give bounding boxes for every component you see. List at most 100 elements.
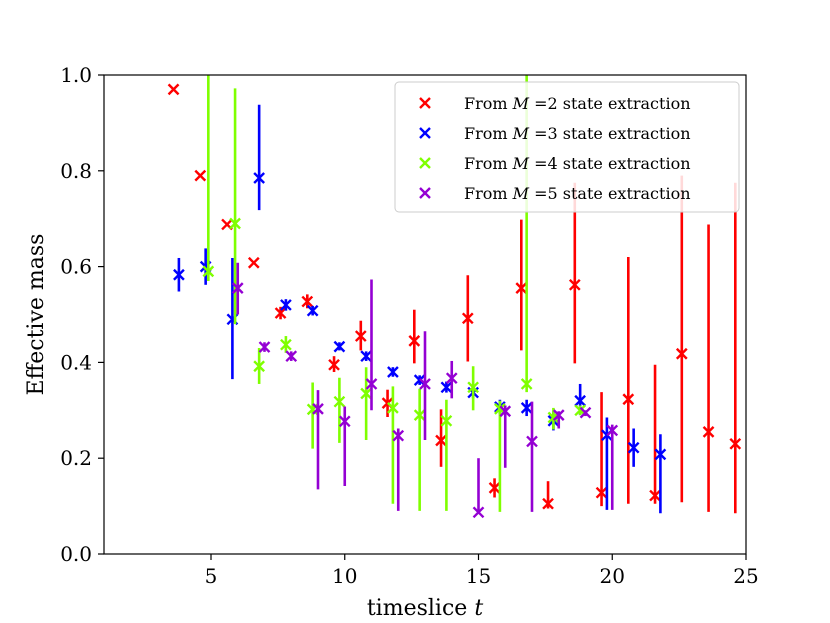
data-point xyxy=(461,312,474,325)
legend-box xyxy=(394,81,740,213)
data-point xyxy=(654,448,667,461)
data-point xyxy=(526,435,538,448)
data-point xyxy=(338,415,351,428)
data-point xyxy=(285,350,298,363)
data-point xyxy=(702,426,715,438)
data-point xyxy=(328,358,340,371)
legend-item: From M =5 state extraction xyxy=(419,184,691,203)
legend-label-suffix: =2 state extraction xyxy=(534,94,690,113)
data-point xyxy=(333,340,346,353)
x-tick-label: 5 xyxy=(205,564,218,588)
data-point xyxy=(312,403,324,415)
legend-item: From M =2 state extraction xyxy=(419,94,691,113)
data-point xyxy=(202,265,215,278)
legend-label: From M =3 state extraction xyxy=(464,124,691,143)
x-tick-label: 15 xyxy=(466,564,491,588)
x-tick-label: 10 xyxy=(332,564,357,588)
legend-label: From M =4 state extraction xyxy=(464,154,691,173)
data-point xyxy=(167,83,180,96)
data-point xyxy=(649,489,661,502)
legend-label-variable: M xyxy=(512,124,534,143)
y-tick-label: 0.4 xyxy=(60,350,92,374)
data-point xyxy=(173,268,185,281)
series-m4 xyxy=(202,75,586,512)
data-point xyxy=(280,338,292,351)
data-point xyxy=(365,378,378,390)
legend-marker xyxy=(419,127,431,139)
data-point xyxy=(333,395,346,408)
legend-label-prefix: From xyxy=(464,94,513,113)
data-point xyxy=(258,341,271,353)
data-point xyxy=(675,347,688,360)
x-tick-label: 25 xyxy=(733,564,758,588)
legend-label-prefix: From xyxy=(464,184,513,203)
data-point xyxy=(440,381,453,394)
data-point xyxy=(392,429,405,442)
data-point xyxy=(253,172,265,184)
data-point xyxy=(574,394,586,407)
data-point xyxy=(472,506,485,519)
series-m5 xyxy=(231,262,619,519)
legend-label-variable: M xyxy=(512,154,534,173)
legend-label: From M =5 state extraction xyxy=(464,184,691,203)
axis-ticks: 5 10 15 20 25 0.0 0.2 0.4 0.6 0.8 1.0 xyxy=(60,63,759,588)
data-point xyxy=(194,169,207,182)
legend-label-suffix: =3 state extraction xyxy=(534,124,690,143)
data-point xyxy=(622,393,635,406)
data-point xyxy=(627,441,640,454)
data-point xyxy=(280,299,292,311)
legend-label-prefix: From xyxy=(464,154,513,173)
legend-label-variable: M xyxy=(512,184,534,203)
data-point xyxy=(520,378,533,390)
y-tick-label: 0.0 xyxy=(60,542,92,566)
legend-label: From M =2 state extraction xyxy=(464,94,691,113)
legend-label-variable: M xyxy=(512,94,534,113)
legend-marker xyxy=(419,157,431,169)
data-point xyxy=(568,278,581,291)
chart-marks xyxy=(167,75,742,519)
legend-marker xyxy=(419,97,431,109)
series-m2 xyxy=(167,83,742,514)
data-point xyxy=(360,387,372,400)
legend-label-prefix: From xyxy=(464,124,513,143)
data-point xyxy=(729,437,742,450)
data-point xyxy=(499,405,512,418)
data-point xyxy=(354,330,367,342)
legend-label-suffix: =4 state extraction xyxy=(534,154,690,173)
data-point xyxy=(579,406,592,419)
data-point xyxy=(301,295,314,308)
x-axis-label-text: timeslice xyxy=(367,596,467,621)
data-point xyxy=(488,482,501,494)
data-point xyxy=(253,360,265,373)
data-point xyxy=(413,409,426,421)
x-axis-label: timeslice t xyxy=(367,596,483,621)
data-point xyxy=(520,402,533,414)
data-point xyxy=(360,350,372,363)
legend-label-suffix: =5 state extraction xyxy=(534,184,690,203)
data-point xyxy=(229,217,241,230)
data-point xyxy=(552,409,565,421)
y-tick-label: 0.6 xyxy=(60,255,92,279)
data-point xyxy=(445,372,458,385)
data-point xyxy=(408,334,421,347)
legend-item: From M =3 state extraction xyxy=(419,124,691,143)
plot-frame xyxy=(103,74,747,555)
data-point xyxy=(440,414,453,427)
data-point xyxy=(231,282,244,295)
series-m3 xyxy=(173,104,667,514)
data-point xyxy=(247,256,260,269)
legend-marker xyxy=(419,187,431,199)
data-point xyxy=(387,402,399,414)
x-axis-label-variable: t xyxy=(474,596,483,621)
y-axis-label: Effective mass xyxy=(24,234,49,396)
data-point xyxy=(467,381,479,394)
data-point xyxy=(595,486,608,499)
y-tick-label: 1.0 xyxy=(60,63,92,87)
x-tick-label: 20 xyxy=(600,564,625,588)
y-tick-label: 0.2 xyxy=(60,446,92,470)
data-point xyxy=(419,378,431,390)
data-point xyxy=(274,307,287,319)
data-point xyxy=(542,497,554,510)
